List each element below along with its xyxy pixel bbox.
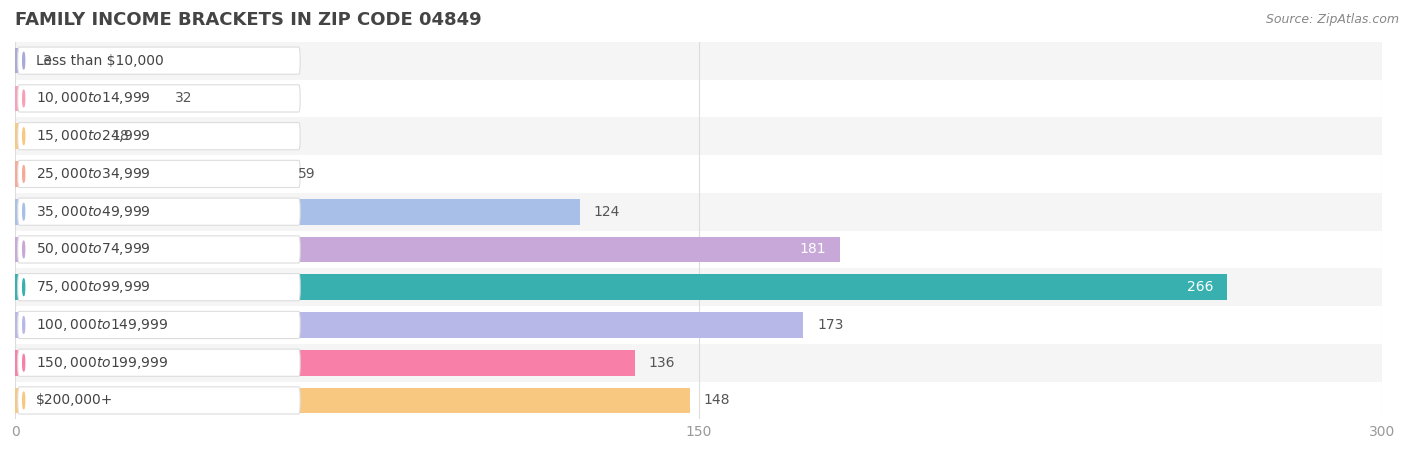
Text: 59: 59 — [298, 167, 315, 181]
Circle shape — [22, 355, 25, 371]
Text: 181: 181 — [800, 243, 827, 256]
Text: 148: 148 — [703, 393, 730, 407]
Circle shape — [22, 166, 25, 182]
Bar — [15, 199, 581, 225]
Text: 124: 124 — [593, 205, 620, 219]
Text: 18: 18 — [111, 129, 129, 143]
FancyBboxPatch shape — [18, 122, 299, 150]
Bar — [15, 306, 1382, 344]
Text: $15,000 to $24,999: $15,000 to $24,999 — [37, 128, 150, 144]
Text: 136: 136 — [648, 356, 675, 370]
Text: $25,000 to $34,999: $25,000 to $34,999 — [37, 166, 150, 182]
Bar — [15, 117, 1382, 155]
Bar — [15, 350, 636, 376]
Text: $150,000 to $199,999: $150,000 to $199,999 — [37, 355, 169, 371]
Text: $35,000 to $49,999: $35,000 to $49,999 — [37, 204, 150, 220]
Bar — [15, 382, 1382, 419]
Bar — [15, 80, 1382, 117]
Bar — [15, 42, 1382, 80]
Bar — [15, 48, 30, 73]
FancyBboxPatch shape — [18, 160, 299, 188]
Text: $100,000 to $149,999: $100,000 to $149,999 — [37, 317, 169, 333]
Bar — [15, 274, 1227, 300]
Text: $10,000 to $14,999: $10,000 to $14,999 — [37, 90, 150, 106]
FancyBboxPatch shape — [18, 349, 299, 376]
Text: 3: 3 — [42, 54, 52, 68]
Text: 173: 173 — [817, 318, 844, 332]
FancyBboxPatch shape — [18, 198, 299, 225]
Bar — [15, 123, 97, 149]
Bar — [15, 344, 1382, 382]
Bar — [15, 230, 1382, 268]
FancyBboxPatch shape — [18, 311, 299, 338]
Circle shape — [22, 279, 25, 296]
Text: FAMILY INCOME BRACKETS IN ZIP CODE 04849: FAMILY INCOME BRACKETS IN ZIP CODE 04849 — [15, 11, 482, 29]
Bar — [15, 387, 689, 413]
Text: $50,000 to $74,999: $50,000 to $74,999 — [37, 242, 150, 257]
FancyBboxPatch shape — [18, 236, 299, 263]
Bar — [15, 268, 1382, 306]
Text: Source: ZipAtlas.com: Source: ZipAtlas.com — [1265, 14, 1399, 27]
Text: 266: 266 — [1187, 280, 1213, 294]
Bar — [15, 161, 284, 187]
Bar — [15, 237, 839, 262]
Circle shape — [22, 317, 25, 333]
Bar — [15, 193, 1382, 230]
Text: $75,000 to $99,999: $75,000 to $99,999 — [37, 279, 150, 295]
Text: $200,000+: $200,000+ — [37, 393, 114, 407]
Circle shape — [22, 52, 25, 69]
Bar — [15, 155, 1382, 193]
Circle shape — [22, 128, 25, 144]
Text: Less than $10,000: Less than $10,000 — [37, 54, 163, 68]
Circle shape — [22, 392, 25, 409]
FancyBboxPatch shape — [18, 85, 299, 112]
Bar — [15, 86, 162, 111]
Text: 32: 32 — [174, 91, 193, 105]
FancyBboxPatch shape — [18, 387, 299, 414]
Circle shape — [22, 90, 25, 107]
FancyBboxPatch shape — [18, 47, 299, 74]
Circle shape — [22, 203, 25, 220]
Bar — [15, 312, 803, 338]
FancyBboxPatch shape — [18, 274, 299, 301]
Circle shape — [22, 241, 25, 258]
